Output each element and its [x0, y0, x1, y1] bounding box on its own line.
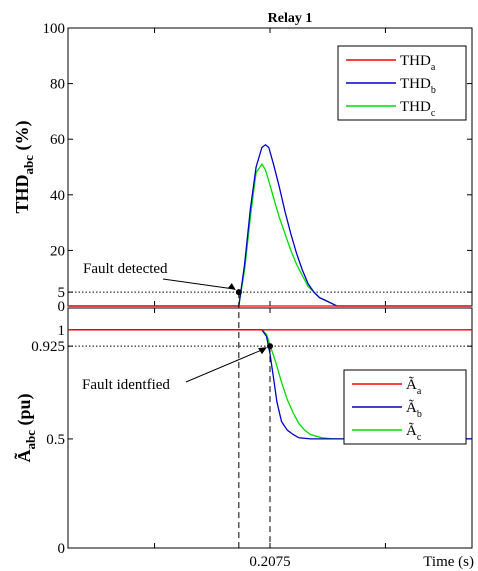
- legend-label-b: Ãb: [406, 400, 422, 420]
- y-tick-label: 0: [58, 541, 66, 557]
- y-tick-label: 100: [43, 21, 66, 37]
- series-line-b: [68, 329, 472, 440]
- fault-markers: [238, 292, 271, 548]
- legend-label-a: THDa: [400, 53, 436, 73]
- x-tick-label: 0.2075: [249, 554, 290, 570]
- chart-title: Relay 1: [268, 11, 313, 26]
- y-tick-label: 1: [58, 323, 66, 339]
- y-tick-label: 40: [50, 188, 65, 204]
- y-tick-label: 0.5: [46, 432, 65, 448]
- arrow-head: [258, 347, 267, 355]
- x-axis-label: Time (s): [423, 554, 474, 570]
- legend-label-c: Ãc: [406, 423, 422, 443]
- y-tick-label: 20: [50, 243, 65, 259]
- series-line-c: [68, 163, 472, 307]
- y-axis-label: THDabc (%): [12, 120, 36, 213]
- annotation-label: Fault identfied: [82, 377, 170, 393]
- series-line-c: [68, 329, 472, 440]
- y-tick-label: 0: [58, 299, 66, 315]
- annotation-label: Fault detected: [83, 261, 168, 277]
- arrow-head: [227, 283, 236, 291]
- legend-label-c: THDc: [400, 99, 436, 119]
- y-axis-label: Ãabc (pu): [13, 393, 38, 462]
- series-line-b: [68, 143, 472, 307]
- thd-panel: 05 20 40 60 80 100 THDabc (%) THDa THDb THDc Fault…: [12, 21, 473, 315]
- y-tick-label: 5: [58, 285, 66, 301]
- legend-label-b: THDb: [400, 76, 436, 96]
- annotation-arrow: [185, 347, 267, 383]
- y-tick-label: 60: [50, 132, 65, 148]
- legend-label-a: Ãa: [406, 377, 422, 397]
- y-tick-label: 80: [50, 77, 65, 93]
- annotation-arrow: [162, 278, 235, 290]
- y-tick-label: 0.925: [31, 339, 65, 355]
